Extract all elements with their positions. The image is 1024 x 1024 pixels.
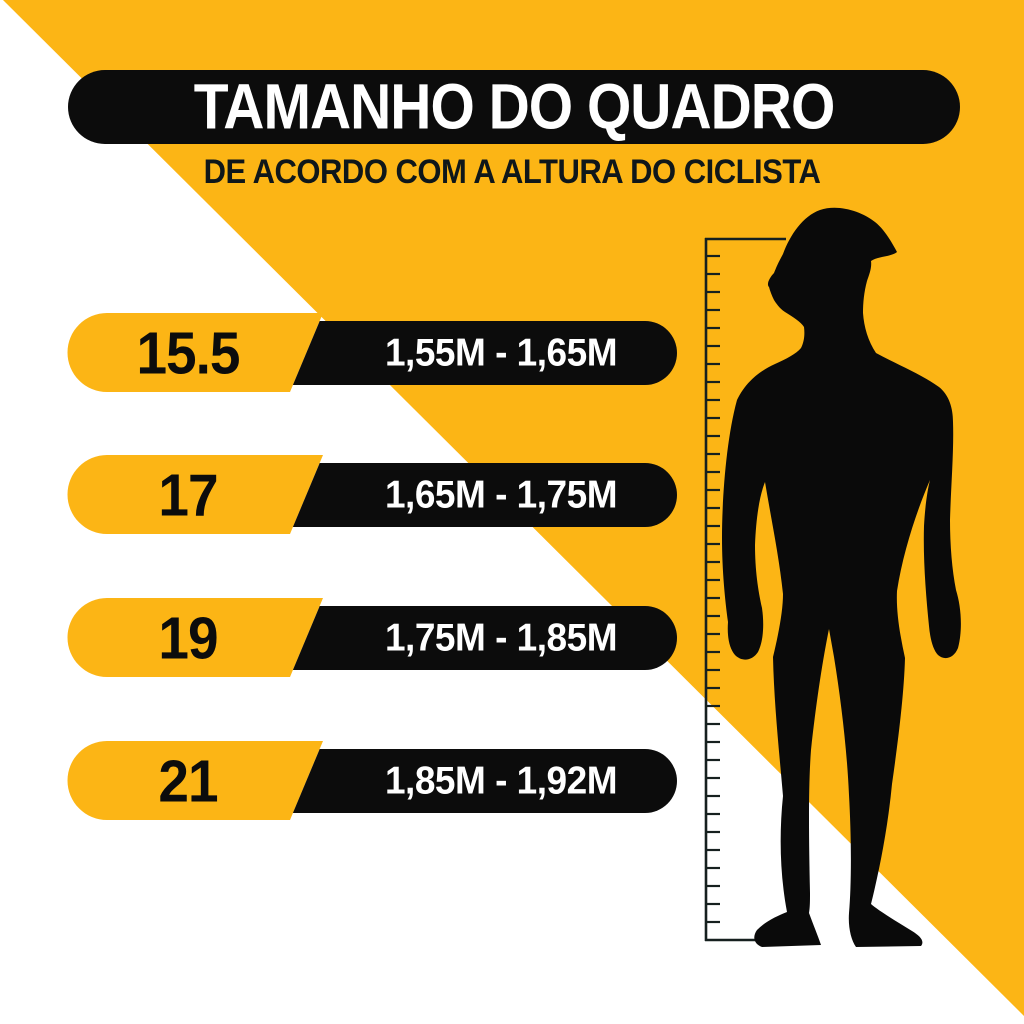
height-range-label: 1,85M - 1,92M (384, 758, 618, 803)
height-ruler (704, 237, 786, 942)
height-range-label: 1,75M - 1,85M (384, 615, 618, 660)
frame-size-label: 21 (158, 747, 218, 814)
size-row-21: 21 1,85M - 1,92M (0, 741, 700, 820)
cyclist-silhouette-icon (722, 207, 961, 947)
height-range-cell: 1,65M - 1,75M (325, 463, 677, 527)
height-range-cell: 1,55M - 1,65M (325, 321, 677, 385)
height-range-pill (292, 321, 677, 385)
frame-size-cell: 21 (68, 741, 308, 820)
ruler-ticks (706, 254, 720, 924)
size-row-17: 17 1,65M - 1,75M (0, 455, 700, 534)
page-title: TAMANHO DO QUADRO (193, 71, 836, 143)
size-row-19: 19 1,75M - 1,85M (0, 598, 700, 677)
title-banner: TAMANHO DO QUADRO (68, 70, 960, 144)
frame-size-pill (67, 741, 324, 820)
height-range-cell: 1,75M - 1,85M (325, 606, 677, 670)
frame-size-cell: 19 (68, 598, 308, 677)
page-subtitle: DE ACORDO COM A ALTURA DO CICLISTA (203, 152, 821, 191)
height-range-pill (292, 606, 677, 670)
height-range-label: 1,55M - 1,65M (384, 330, 618, 375)
height-range-cell: 1,85M - 1,92M (325, 749, 677, 813)
height-range-label: 1,65M - 1,75M (384, 472, 618, 517)
size-row-shapes (67, 455, 677, 534)
frame-size-label: 19 (158, 604, 218, 671)
frame-size-pill (67, 313, 324, 392)
size-row-shapes (67, 598, 677, 677)
frame-size-pill (67, 455, 324, 534)
height-range-pill (292, 749, 677, 813)
size-row-shapes (67, 741, 677, 820)
height-range-pill (292, 463, 677, 527)
size-row-shapes (67, 313, 677, 392)
frame-size-label: 17 (158, 461, 218, 528)
subtitle-wrap: DE ACORDO COM A ALTURA DO CICLISTA (0, 150, 1024, 194)
size-row-15-5: 15.5 1,55M - 1,65M (0, 313, 700, 392)
frame-size-pill (67, 598, 324, 677)
frame-size-cell: 15.5 (68, 313, 308, 392)
frame-size-label: 15.5 (136, 319, 240, 386)
frame-size-cell: 17 (68, 455, 308, 534)
